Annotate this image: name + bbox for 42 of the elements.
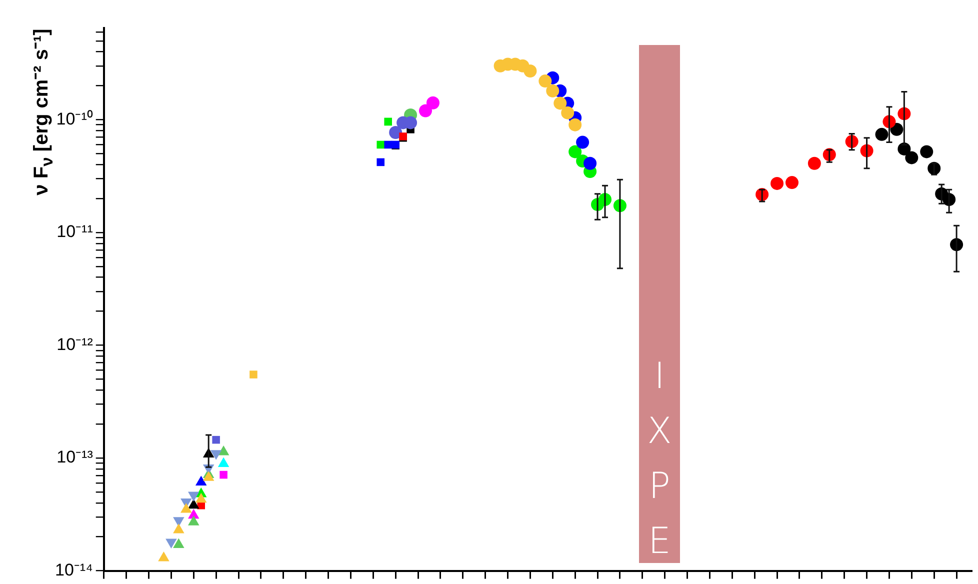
point <box>426 96 440 110</box>
point <box>418 104 432 118</box>
point <box>212 436 220 444</box>
point <box>905 151 918 164</box>
point <box>218 457 230 467</box>
point <box>202 471 214 481</box>
y-tick-label: 10⁻¹² <box>56 334 94 354</box>
point <box>218 446 230 456</box>
point <box>568 118 582 132</box>
y-tick-label: 10⁻¹³ <box>56 448 94 467</box>
point <box>770 176 784 190</box>
point <box>180 502 192 513</box>
annotation: IXPE <box>639 356 680 576</box>
point <box>561 106 574 120</box>
point <box>554 96 567 110</box>
point <box>546 84 560 98</box>
y-tick-label: 10⁻¹⁰ <box>56 109 93 128</box>
point <box>158 551 170 562</box>
point <box>576 136 590 149</box>
point <box>538 74 552 88</box>
point <box>785 176 798 190</box>
y-tick-label: 10⁻¹⁴ <box>55 560 93 580</box>
point <box>173 538 184 548</box>
point <box>524 64 537 78</box>
point <box>568 145 582 158</box>
point <box>875 128 888 141</box>
point <box>890 122 904 136</box>
point <box>188 516 200 526</box>
point <box>384 118 392 126</box>
point <box>376 140 385 149</box>
point <box>195 492 207 503</box>
point <box>188 498 200 509</box>
point <box>250 370 258 378</box>
point <box>376 158 385 166</box>
point <box>808 156 821 170</box>
y-tick-label: 10⁻¹¹ <box>56 222 94 242</box>
point <box>195 476 207 486</box>
point <box>584 156 597 170</box>
point <box>384 140 392 149</box>
point <box>920 145 934 158</box>
point <box>220 470 228 479</box>
point <box>173 524 184 534</box>
